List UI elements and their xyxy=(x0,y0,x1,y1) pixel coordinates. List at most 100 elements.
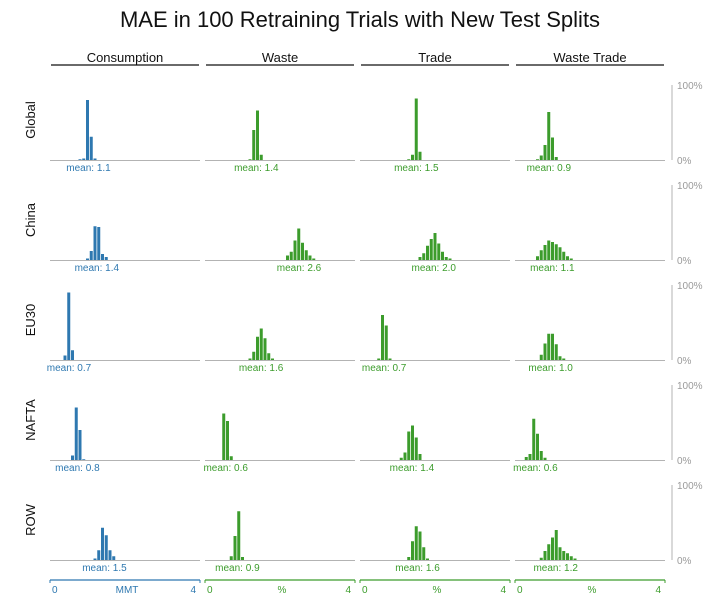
x-tick-label: 4 xyxy=(655,585,661,596)
y-tick-label: 100% xyxy=(677,81,703,92)
histogram-bar xyxy=(78,430,82,460)
histogram-bar xyxy=(93,226,97,260)
x-axis-unit-label: % xyxy=(433,585,442,596)
mean-label: mean: 0.7 xyxy=(362,363,407,374)
histogram-bar xyxy=(226,421,229,460)
histogram-bar xyxy=(433,233,437,260)
histogram-bar xyxy=(558,247,562,260)
histogram-bar xyxy=(426,558,429,560)
histogram-bar xyxy=(551,137,554,160)
histogram-bar xyxy=(422,547,426,560)
histogram-bar xyxy=(229,556,233,560)
x-tick-label: 0 xyxy=(52,585,58,596)
y-tick-label: 100% xyxy=(677,181,703,192)
histogram-bar xyxy=(377,358,381,360)
histogram-bar xyxy=(252,130,256,160)
chart-title: MAE in 100 Retraining Trials with New Te… xyxy=(120,7,600,32)
histogram-bar xyxy=(312,258,316,260)
mean-label: mean: 1.1 xyxy=(530,263,575,274)
row-label: Global xyxy=(23,101,38,139)
x-tick-label: 4 xyxy=(190,585,196,596)
histogram-bar xyxy=(82,459,86,460)
histogram-bar xyxy=(89,136,93,160)
histogram-bar xyxy=(86,258,89,260)
histogram-bar xyxy=(93,158,97,160)
grid-layer: Consumption Waste Trade Waste Trade Global Ch… xyxy=(23,50,703,596)
mean-label: mean: 0.7 xyxy=(47,363,92,374)
histogram-bar xyxy=(381,315,384,360)
x-tick-label: 0 xyxy=(517,585,523,596)
histogram-bar xyxy=(562,358,566,360)
x-axis-unit-label: MMT xyxy=(116,585,139,596)
histogram-bar xyxy=(536,159,539,160)
histogram-bar xyxy=(539,354,543,360)
histogram-bar xyxy=(551,333,554,360)
histogram-bar xyxy=(403,452,407,460)
histogram-bar xyxy=(437,243,441,260)
histogram-bar xyxy=(271,358,274,360)
mean-label: mean: 0.6 xyxy=(203,463,248,474)
histogram-bar xyxy=(93,558,97,560)
histogram-bar xyxy=(558,547,562,560)
histogram-bar xyxy=(252,351,256,360)
y-tick-label: 100% xyxy=(677,381,703,392)
histogram-bar xyxy=(399,457,403,460)
histogram-bar xyxy=(263,338,267,360)
histogram-bar xyxy=(543,145,547,160)
histogram-bar xyxy=(418,454,422,460)
histogram-bar xyxy=(308,255,312,260)
histogram-bar xyxy=(388,358,392,360)
mean-label: mean: 0.9 xyxy=(527,163,572,174)
mean-label: mean: 0.6 xyxy=(513,463,558,474)
histogram-bar xyxy=(539,451,543,460)
mean-label: mean: 2.6 xyxy=(277,263,322,274)
histogram-bar xyxy=(558,356,562,360)
histogram-bar xyxy=(554,530,558,560)
mean-label: mean: 2.0 xyxy=(412,263,457,274)
column-header: Trade xyxy=(418,50,451,65)
mean-label: mean: 1.6 xyxy=(395,563,440,574)
histogram-bar xyxy=(444,257,448,260)
histogram-bar xyxy=(229,456,233,460)
histogram-bar xyxy=(539,557,543,560)
histogram-bar xyxy=(543,551,547,560)
histogram-bar xyxy=(89,251,93,260)
histogram-bar xyxy=(97,227,101,260)
histogram-bar xyxy=(547,112,551,160)
histogram-bar xyxy=(547,544,551,560)
histogram-bar xyxy=(241,557,244,560)
histogram-bar xyxy=(569,556,573,560)
histogram-bar xyxy=(418,257,422,260)
histogram-bar xyxy=(256,336,259,360)
histogram-bar xyxy=(562,551,566,560)
histogram-bar xyxy=(448,258,452,260)
mean-label: mean: 0.9 xyxy=(215,563,260,574)
x-axis-unit-label: % xyxy=(278,585,287,596)
histogram-bar xyxy=(407,159,411,160)
histogram-bar xyxy=(104,257,108,260)
histogram-bar xyxy=(112,556,116,560)
mean-label: mean: 1.6 xyxy=(239,363,284,374)
histogram-bar xyxy=(407,557,411,560)
row-label: NAFTA xyxy=(23,399,38,441)
histogram-bar xyxy=(297,228,301,260)
histogram-bar xyxy=(411,425,414,460)
y-tick-label: 100% xyxy=(677,281,703,292)
histogram-bar xyxy=(82,158,86,160)
histogram-bar xyxy=(554,244,558,260)
histogram-bar xyxy=(414,437,418,460)
histogram-bar xyxy=(101,254,104,260)
x-tick-label: 4 xyxy=(345,585,351,596)
histogram-bar xyxy=(539,155,543,160)
mean-label: mean: 1.5 xyxy=(394,163,439,174)
histogram-bar xyxy=(554,344,558,360)
row-label: ROW xyxy=(23,503,38,536)
histogram-bar xyxy=(67,292,71,360)
histogram-bar xyxy=(286,255,289,260)
histogram-bar xyxy=(414,526,418,560)
x-tick-label: 0 xyxy=(362,585,368,596)
histogram-bar xyxy=(248,358,252,360)
histogram-bar xyxy=(532,418,536,460)
row-label: EU30 xyxy=(23,304,38,337)
